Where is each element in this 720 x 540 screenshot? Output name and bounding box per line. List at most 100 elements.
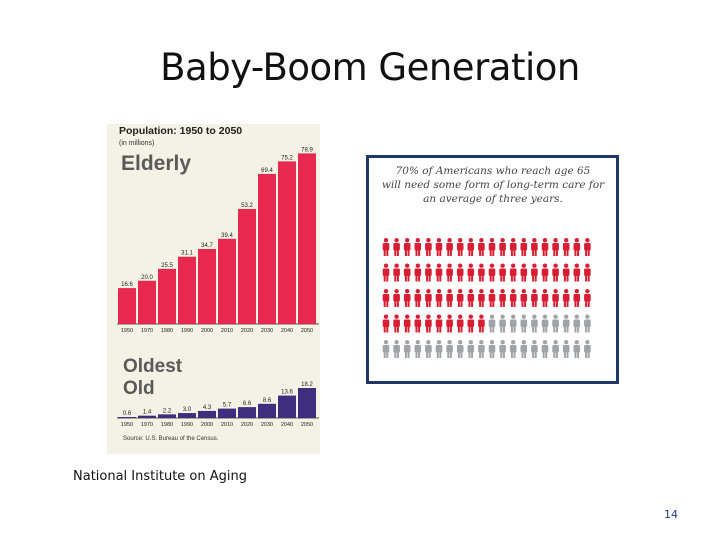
elderly-bar-2000 [198, 248, 216, 324]
person-icon [393, 263, 400, 282]
person-icon [509, 314, 517, 333]
person-icon [382, 314, 390, 333]
person-icon [531, 263, 538, 282]
elderly-year-label: 1950 [121, 328, 133, 334]
oldest-old-value-label: 5.7 [223, 403, 232, 409]
oldest-old-bar-2000 [198, 410, 216, 418]
source-note: Source: U.S. Bureau of the Census. [123, 436, 219, 442]
person-icon [562, 289, 570, 307]
elderly-bar-1980 [158, 268, 176, 324]
oldest-old-year-label: 2040 [281, 422, 293, 428]
person-icon [499, 340, 506, 358]
person-icon [552, 263, 559, 282]
person-icon [467, 238, 475, 256]
oldest-old-year-label: 2020 [241, 422, 253, 428]
person-icon [584, 340, 591, 358]
person-icon [573, 289, 581, 307]
person-icon [584, 238, 591, 256]
person-icon [573, 314, 581, 333]
person-icon [393, 340, 400, 358]
oldest-old-year-label: 2050 [301, 422, 313, 428]
person-icon [488, 314, 496, 333]
person-icon [531, 238, 538, 256]
person-icon [414, 263, 422, 282]
oldest-old-value-label: 0.6 [123, 411, 132, 417]
person-icon [573, 238, 581, 256]
person-icon [499, 289, 506, 307]
person-icon [541, 238, 549, 256]
oldest-old-bar-2050 [298, 388, 316, 418]
person-icon [435, 238, 443, 256]
slide-title: Baby-Boom Generation [160, 46, 580, 89]
person-icon [425, 289, 432, 307]
person-icon [478, 238, 485, 256]
person-icon [531, 289, 538, 307]
person-icon [573, 340, 581, 358]
person-icon [425, 340, 432, 358]
elderly-year-label: 1970 [141, 328, 153, 334]
person-icon [456, 289, 464, 307]
chart-subtitle: (in millions) [119, 140, 154, 147]
oldest-old-bar-1970 [138, 415, 156, 418]
person-icon [446, 340, 453, 358]
person-icon [541, 263, 549, 282]
person-icon [573, 263, 581, 282]
oldest-old-year-label: 1980 [161, 422, 173, 428]
person-icon [488, 289, 496, 307]
elderly-bar-2050 [298, 153, 316, 324]
person-icon [403, 238, 411, 256]
person-icon [541, 289, 549, 307]
person-icon [520, 289, 528, 307]
oldest-old-value-label: 1.4 [143, 410, 152, 416]
person-icon [403, 289, 411, 307]
person-icon [393, 238, 400, 256]
elderly-bar-1990 [178, 256, 196, 324]
elderly-bar-2030 [258, 173, 276, 324]
person-icon [403, 263, 411, 282]
person-icon [435, 289, 443, 307]
long-term-care-statement: 70% of Americans who reach age 65 will n… [373, 164, 613, 206]
elderly-bar-2020 [238, 208, 256, 324]
person-icon [382, 263, 390, 282]
source-caption: National Institute on Aging [73, 469, 247, 484]
person-icon [446, 289, 453, 307]
person-icon [552, 314, 559, 333]
person-icon [467, 263, 475, 282]
oldest-old-bar-2040 [278, 395, 296, 418]
oldest-old-value-label: 3.0 [183, 407, 192, 413]
elderly-value-label: 25.5 [161, 263, 173, 269]
person-icon [552, 340, 559, 358]
elderly-value-label: 31.1 [181, 251, 193, 257]
person-icon [435, 263, 443, 282]
person-icon [414, 238, 422, 256]
person-icon [509, 238, 517, 256]
person-icon [403, 340, 411, 358]
person-icon [552, 238, 559, 256]
statement-line-2: will need some form of long-term care fo… [381, 179, 605, 191]
person-icon [531, 340, 538, 358]
person-icon [425, 263, 432, 282]
person-icon [478, 289, 485, 307]
person-pictogram [382, 238, 591, 358]
person-icon [520, 238, 528, 256]
person-icon [414, 340, 422, 358]
statement-line-3: an average of three years. [423, 193, 563, 205]
person-icon [425, 314, 432, 333]
person-icon [467, 314, 475, 333]
person-icon [456, 263, 464, 282]
person-icon [382, 289, 390, 307]
person-icon [478, 340, 485, 358]
elderly-year-label: 2020 [241, 328, 253, 334]
person-icon [446, 238, 453, 256]
person-icon [520, 340, 528, 358]
long-term-care-panel: 70% of Americans who reach age 65 will n… [366, 155, 619, 384]
oldest-old-value-label: 4.3 [203, 405, 212, 411]
person-icon [562, 340, 570, 358]
person-icon [584, 263, 591, 282]
person-icon [435, 314, 443, 333]
person-icon [520, 314, 528, 333]
person-icon [435, 340, 443, 358]
oldest-old-value-label: 6.6 [243, 401, 252, 407]
person-icon [425, 238, 432, 256]
person-icon [456, 340, 464, 358]
